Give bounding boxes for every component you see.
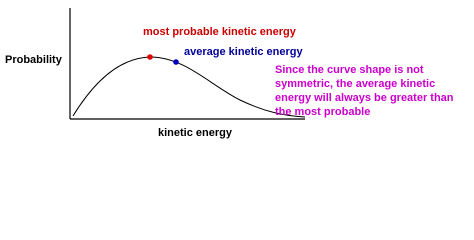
most-probable-point [147, 54, 153, 60]
note-line: Since the curve shape is not [275, 64, 424, 76]
distribution-curve [72, 56, 306, 118]
note-line: the most probable [275, 106, 370, 118]
average-point [173, 59, 179, 65]
diagram: Probability kinetic energy most probable… [5, 8, 454, 139]
x-axis-label: kinetic energy [158, 127, 233, 139]
most-probable-label: most probable kinetic energy [143, 26, 297, 38]
average-label: average kinetic energy [184, 46, 304, 58]
note-line: symmetric, the average kinetic [275, 78, 435, 90]
page: {"diagram": { "y_axis_label": "Probabili… [5, 8, 454, 139]
y-axis-label: Probability [5, 54, 63, 66]
note: Since the curve shape is not symmetric, t… [275, 64, 454, 118]
note-line: energy will always be greater than [275, 92, 454, 104]
